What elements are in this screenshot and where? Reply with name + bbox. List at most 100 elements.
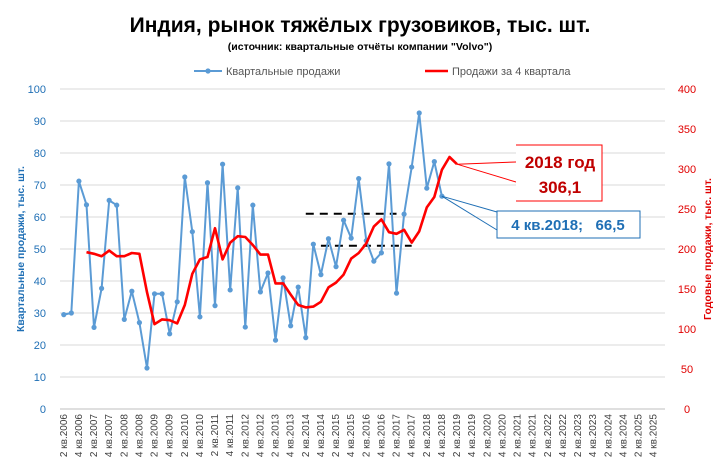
quarterly-sales-point: [310, 241, 316, 247]
x-tick-label: 2 кв.2022: [543, 414, 554, 457]
quarterly-sales-point: [371, 258, 377, 264]
quarterly-sales-point: [61, 312, 67, 318]
x-tick-label: 2 кв.2011: [210, 414, 221, 457]
x-tick-label: 4 кв.2017: [407, 414, 418, 457]
chart-title: Индия, рынок тяжёлых грузовиков, тыс. шт…: [130, 14, 591, 37]
x-tick-label: 2 кв.2018: [422, 414, 433, 457]
legend-annual-label: Продажи за 4 квартала: [452, 66, 571, 78]
quarterly-sales-point: [280, 275, 286, 281]
quarterly-sales-line: [63, 112, 443, 369]
x-tick-label: 4 кв.2018: [437, 414, 448, 457]
x-tick-label: 4 кв.2011: [225, 414, 236, 457]
quarterly-sales-point: [121, 316, 127, 322]
left-tick-label: 20: [34, 340, 46, 352]
left-tick-label: 70: [34, 180, 46, 192]
quarterly-sales-point: [227, 287, 233, 293]
quarterly-sales-point: [151, 291, 158, 297]
quarterly-sales-point: [303, 335, 309, 341]
quarterly-sales-point: [431, 159, 437, 165]
quarterly-sales-point: [378, 250, 385, 256]
left-tick-label: 40: [34, 276, 46, 288]
legend: Квартальные продажи Продажи за 4 квартал…: [194, 66, 571, 78]
quarterly-sales-point: [257, 289, 264, 295]
right-tick-label: 150: [678, 284, 696, 296]
x-tick-label: 4 кв.2019: [467, 414, 478, 457]
quarterly-sales-point: [416, 110, 422, 116]
x-tick-label: 2 кв.2024: [603, 414, 614, 457]
quarterly-sales-point: [129, 288, 135, 294]
quarterly-sales-point: [242, 324, 248, 330]
left-tick-label: 90: [34, 116, 46, 128]
x-tick-label: 2 кв.2023: [573, 414, 584, 457]
quarterly-sales-point: [219, 161, 226, 167]
quarterly-sales-point: [114, 202, 120, 208]
quarterly-sales-point: [182, 174, 188, 180]
quarterly-sales-point: [393, 290, 400, 296]
legend-quarterly-marker: [205, 68, 211, 74]
right-tick-label: 0: [684, 404, 690, 416]
left-tick-label: 30: [34, 308, 46, 320]
x-tick-label: 2 кв.2010: [180, 414, 191, 457]
right-tick-label: 250: [678, 204, 696, 216]
left-axis-label: Квартальные продажи, тыс. шт.: [15, 166, 27, 332]
x-tick-label: 2 кв.2008: [119, 414, 130, 457]
x-tick-label: 2 кв.2006: [59, 414, 70, 457]
quarterly-sales-point: [288, 323, 294, 329]
right-tick-label: 100: [678, 324, 696, 336]
quarterly-callout-box: [496, 210, 641, 239]
x-tick-label: 4 кв.2006: [74, 414, 85, 457]
annual-callout-leader: [456, 163, 517, 183]
quarterly-sales-point: [235, 185, 241, 191]
quarterly-sales-point: [409, 164, 415, 170]
x-tick-label: 4 кв.2014: [316, 414, 327, 457]
annual-sales-line: [86, 155, 458, 326]
right-tick-label: 300: [678, 164, 696, 176]
quarterly-sales-point: [204, 180, 211, 186]
quarterly-sales-point: [295, 284, 301, 290]
annual-callout-value: 306,1: [539, 178, 582, 197]
quarterly-callout-label: 4 кв.2018; 66,5: [511, 217, 624, 234]
x-tick-label: 2 кв.2017: [392, 414, 403, 457]
quarterly-sales-point: [212, 303, 218, 309]
legend-quarterly-label: Квартальные продажи: [226, 66, 340, 78]
quarterly-sales-point: [318, 272, 324, 278]
quarterly-sales-point: [91, 324, 97, 330]
left-tick-label: 0: [40, 404, 46, 416]
x-tick-label: 2 кв.2007: [89, 414, 100, 457]
x-tick-label: 2 кв.2015: [331, 414, 342, 457]
quarterly-sales-point: [424, 185, 430, 191]
quarterly-sales-point: [167, 331, 173, 337]
right-axis: 0 50 100 150 200 250 300 350 400: [678, 84, 696, 416]
x-tick-label: 4 кв.2013: [286, 414, 297, 457]
annual-callout-box: [516, 144, 603, 202]
x-axis: 2 кв.2006 4 кв.2006 2 кв.2007 4 кв.2007 2 кв…: [59, 408, 665, 457]
x-tick-label: 2 кв.2013: [271, 414, 282, 457]
annual-callout-leader: [457, 161, 517, 165]
x-tick-label: 4 кв.2015: [346, 414, 357, 457]
left-tick-label: 80: [34, 148, 46, 160]
quarterly-sales-point: [68, 310, 74, 316]
left-axis: 0 10 20 30 40 50 60 70 80 90 100: [28, 84, 46, 416]
x-tick-label: 4 кв.2025: [649, 414, 660, 457]
quarterly-sales-point: [265, 270, 271, 276]
reference-lines: [305, 212, 412, 247]
quarterly-sales-point: [98, 285, 105, 291]
x-tick-label: 2 кв.2021: [513, 414, 524, 457]
x-tick-label: 2 кв.2014: [301, 414, 312, 457]
x-tick-label: 2 кв.2020: [482, 414, 493, 457]
x-tick-label: 2 кв.2012: [240, 414, 251, 457]
x-tick-label: 4 кв.2024: [618, 414, 629, 457]
quarterly-sales-point: [159, 291, 165, 297]
quarterly-sales-point: [333, 264, 339, 270]
x-tick-label: 4 кв.2016: [376, 414, 387, 457]
x-tick-label: 2 кв.2025: [634, 414, 645, 457]
quarterly-sales-point: [106, 197, 112, 203]
quarterly-sales-point: [250, 202, 256, 208]
quarterly-sales-point: [136, 320, 143, 326]
x-tick-label: 4 кв.2023: [588, 414, 599, 457]
x-tick-label: 2 кв.2019: [452, 414, 463, 457]
quarterly-sales-point: [401, 211, 407, 217]
x-tick-label: 4 кв.2021: [528, 414, 539, 457]
quarterly-sales-point: [174, 299, 180, 305]
quarterly-sales-point: [439, 193, 445, 199]
